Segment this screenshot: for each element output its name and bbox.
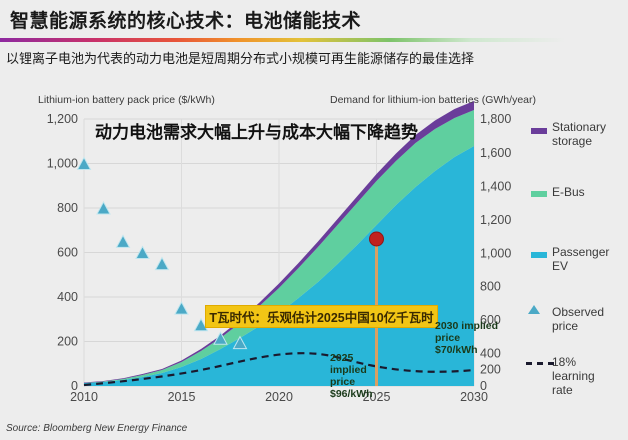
svg-text:2015: 2015 — [168, 390, 196, 404]
svg-text:800: 800 — [57, 201, 78, 215]
svg-text:2030: 2030 — [460, 390, 488, 404]
svg-text:1,000: 1,000 — [47, 157, 78, 171]
svg-text:1,000: 1,000 — [480, 246, 511, 260]
svg-text:2020: 2020 — [265, 390, 293, 404]
svg-text:1,200: 1,200 — [480, 213, 511, 227]
svg-text:2010: 2010 — [70, 390, 98, 404]
svg-text:800: 800 — [480, 280, 501, 294]
svg-text:1,200: 1,200 — [47, 112, 78, 126]
svg-text:1,400: 1,400 — [480, 180, 511, 194]
svg-text:1,600: 1,600 — [480, 146, 511, 160]
svg-text:1,800: 1,800 — [480, 112, 511, 126]
svg-text:200: 200 — [57, 335, 78, 349]
svg-text:600: 600 — [57, 246, 78, 260]
svg-text:400: 400 — [57, 290, 78, 304]
svg-text:200: 200 — [480, 363, 501, 377]
